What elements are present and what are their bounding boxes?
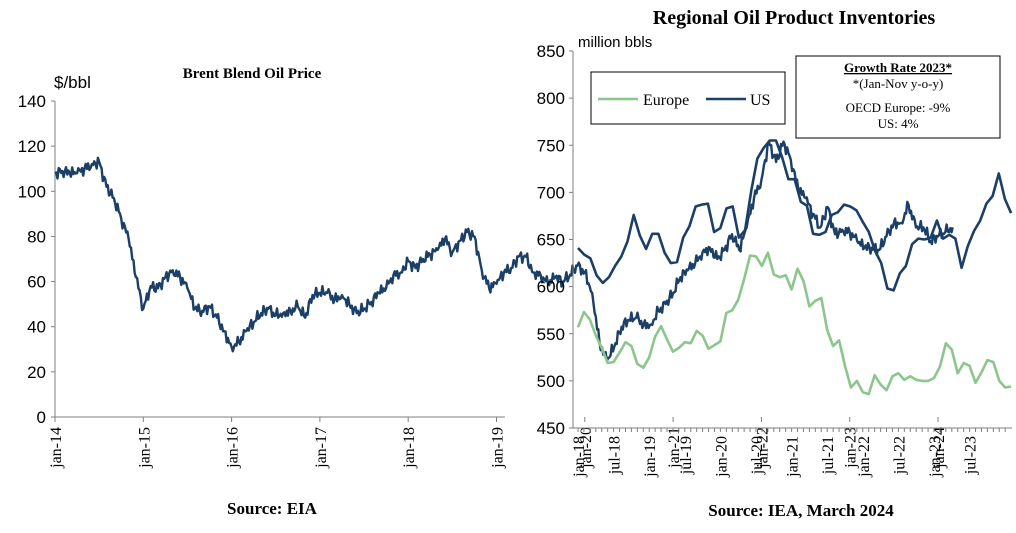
inventories-x-tick-label: jul-22 — [891, 436, 908, 475]
inventories-x-tick-label: jan-22 — [856, 436, 873, 478]
inventories-y-tick-label: 800 — [537, 89, 565, 108]
annotation-subheading: *(Jan-Nov y-o-y) — [853, 76, 944, 91]
inventories-x-tick-label: jul-23 — [963, 436, 980, 475]
brent-x-tick-label: jan-19 — [490, 427, 507, 469]
brent-x-tick-label: jan-15 — [136, 427, 153, 469]
brent-series-group — [54, 140, 954, 362]
inventories-chart: Regional Oil Product Inventories million… — [537, 7, 1013, 520]
legend-europe-label: Europe — [643, 92, 689, 109]
brent-chart-title: Brent Blend Oil Price — [183, 66, 322, 82]
inventories-y-tick-label: 650 — [537, 231, 565, 250]
legend-box — [590, 71, 786, 125]
annotation-box — [795, 55, 1001, 139]
inventories-x-tick-label: jan-20 — [713, 436, 730, 478]
inventories-x-tick-labels: jan-18 jul-18 jan-19 jul-19 jan-20 jul-20 jan-… — [571, 436, 980, 478]
brent-x-tick-label: jan-17 — [313, 427, 330, 469]
brent-y-tick-label: 80 — [27, 227, 46, 246]
inventories-y-tick-label: 550 — [537, 325, 565, 344]
brent-tick-marks — [51, 100, 939, 422]
brent-x-tick-label: jan-20 — [578, 427, 595, 469]
annotation-line-us: US: 4% — [878, 116, 919, 131]
brent-y-tick-label: 40 — [27, 318, 46, 337]
inventories-chart-title: Regional Oil Product Inventories — [653, 7, 936, 29]
brent-y-tick-label: 120 — [18, 137, 46, 156]
brent-source: Source: EIA — [227, 499, 318, 518]
brent-x-tick-label: jan-23 — [843, 427, 860, 469]
brent-x-tick-label: jan-18 — [401, 427, 418, 469]
inventories-y-tick-label: 500 — [537, 372, 565, 391]
brent-x-tick-label: jan-14 — [48, 427, 65, 469]
brent-y-tick-label: 100 — [18, 182, 46, 201]
inventories-x-tick-label: jul-18 — [607, 436, 624, 475]
brent-x-tick-label: jan-24 — [931, 427, 948, 469]
legend-us-label: US — [750, 92, 770, 109]
inventories-x-tick-label: jan-21 — [785, 436, 802, 478]
inventories-x-tick-label: jul-20 — [749, 436, 766, 475]
inventories-tick-marks — [569, 50, 1006, 432]
brent-price-line — [54, 140, 954, 362]
inventories-y-tick-label: 700 — [537, 183, 565, 202]
inventories-y-tick-label: 600 — [537, 278, 565, 297]
brent-x-tick-label: jan-21 — [666, 427, 683, 469]
inventories-y-tick-labels: 450 500 550 600 650 700 750 800 850 — [537, 42, 565, 438]
inventories-y-tick-label: 850 — [537, 42, 565, 61]
brent-y-tick-labels: 0 20 40 60 80 100 120 140 — [18, 92, 46, 427]
inventories-series-group — [576, 139, 1013, 396]
brent-x-tick-label: jan-22 — [754, 427, 771, 469]
inventories-y-tick-label: 750 — [537, 136, 565, 155]
brent-y-tick-label: 0 — [37, 408, 46, 427]
brent-y-axis-label: $/bbl — [54, 73, 91, 92]
inventories-x-tick-label: jan-18 — [571, 436, 588, 478]
inventories-x-tick-label: jan-23 — [927, 436, 944, 478]
inventories-x-tick-label: jan-19 — [642, 436, 659, 478]
brent-x-tick-label: jan-16 — [225, 427, 242, 469]
inventories-source: Source: IEA, March 2024 — [708, 501, 894, 520]
inventories-y-axis-label: million bbls — [578, 34, 652, 51]
inventories-x-tick-label: jul-19 — [678, 436, 695, 475]
inventories-us-line — [577, 139, 1013, 292]
inventories-y-tick-label: 450 — [537, 419, 565, 438]
inventories-x-tick-label: jul-21 — [820, 436, 837, 475]
inventories-europe-line — [576, 251, 1012, 396]
annotation-line-europe: OECD Europe: -9% — [846, 100, 951, 115]
growth-rate-annotation: Growth Rate 2023* *(Jan-Nov y-o-y) OECD … — [795, 55, 1001, 139]
brent-y-tick-label: 140 — [18, 92, 46, 111]
brent-y-tick-label: 60 — [27, 273, 46, 292]
brent-y-tick-label: 20 — [27, 363, 46, 382]
annotation-heading: Growth Rate 2023* — [844, 60, 952, 75]
inventories-legend: Europe US — [590, 71, 786, 125]
brent-chart: Brent Blend Oil Price $/bbl 0 20 40 60 80 100… — [18, 66, 954, 518]
brent-x-tick-labels: jan-14 jan-15 jan-16 jan-17 jan-18 jan-19 jan-… — [48, 427, 948, 469]
